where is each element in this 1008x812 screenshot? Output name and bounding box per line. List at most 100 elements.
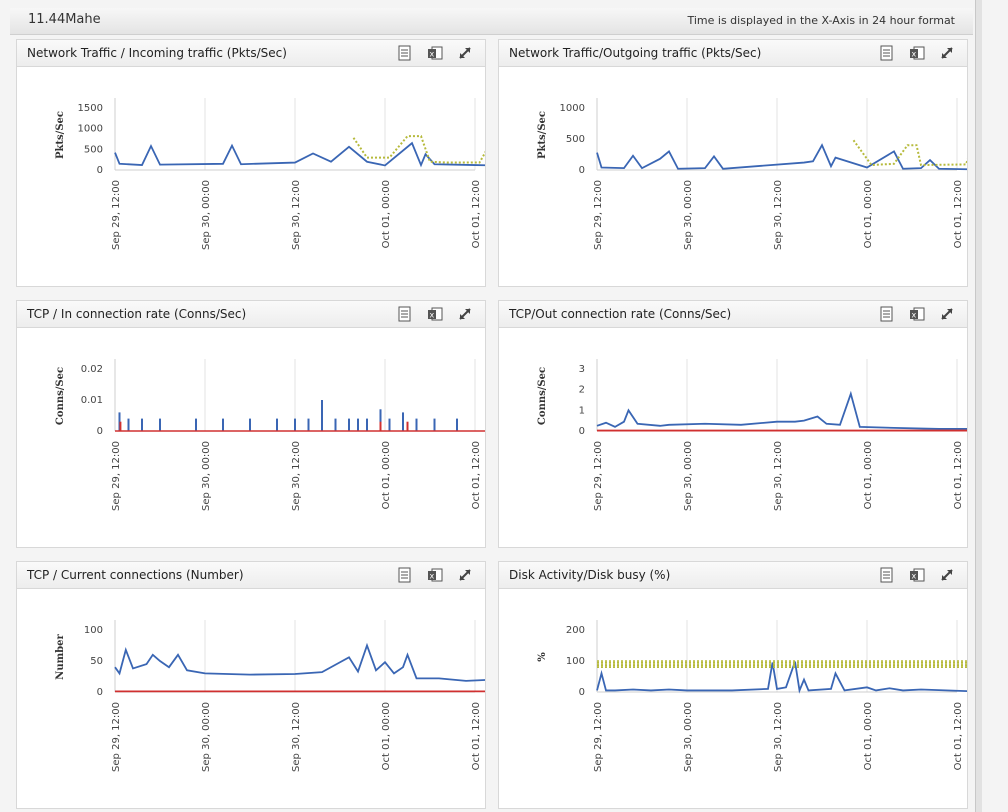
bar bbox=[159, 418, 161, 431]
expand-icon[interactable] bbox=[457, 306, 473, 322]
bar bbox=[294, 418, 296, 431]
y-axis-label: % bbox=[537, 652, 548, 662]
document-icon[interactable] bbox=[397, 45, 413, 61]
bar bbox=[456, 418, 458, 431]
expand-icon[interactable] bbox=[939, 45, 955, 61]
x-tick-label: Oct 01, 12:00 bbox=[953, 180, 964, 248]
svg-text:x: x bbox=[912, 50, 917, 59]
dashboard-header: 11.44Mahe Time is displayed in the X-Axi… bbox=[10, 8, 973, 35]
y-tick-label: 500 bbox=[84, 144, 103, 155]
time-format-note: Time is displayed in the X-Axis in 24 ho… bbox=[687, 14, 955, 27]
bar bbox=[379, 421, 382, 431]
y-tick-label: 1 bbox=[579, 405, 585, 416]
bar bbox=[406, 421, 409, 431]
panel-header: Disk Activity/Disk busy (%) x bbox=[499, 562, 967, 589]
chart-disk-busy: 200 100 0% Sep 29, 12:00 Sep 30, 00:00 Sep 30… bbox=[537, 620, 967, 772]
bar bbox=[415, 418, 418, 431]
excel-icon[interactable]: x bbox=[427, 306, 443, 322]
x-tick-label: Sep 30, 00:00 bbox=[201, 702, 212, 772]
panel-title: Network Traffic/Outgoing traffic (Pkts/S… bbox=[509, 46, 762, 60]
excel-icon[interactable]: x bbox=[909, 567, 925, 583]
document-icon[interactable] bbox=[397, 567, 413, 583]
x-tick-label: Sep 30, 00:00 bbox=[201, 441, 212, 511]
bar bbox=[433, 418, 436, 431]
panel-tcp-out-rate: TCP/Out connection rate (Conns/Sec) x 3 2 1 0… bbox=[498, 300, 968, 548]
svg-text:x: x bbox=[912, 311, 917, 320]
excel-icon[interactable]: x bbox=[427, 567, 443, 583]
y-tick-label: 0 bbox=[579, 687, 585, 698]
bar bbox=[321, 400, 323, 431]
x-tick-label: Sep 30, 00:00 bbox=[201, 180, 212, 250]
document-icon[interactable] bbox=[879, 306, 895, 322]
document-icon[interactable] bbox=[879, 567, 895, 583]
chart-outgoing-traffic: 1000 500 0 Pkts/Sec Sep 29, 12:00 Sep 30, 00:… bbox=[537, 98, 967, 250]
y-axis-label: Conns/Sec bbox=[537, 367, 548, 425]
svg-text:x: x bbox=[430, 50, 435, 59]
threshold-band bbox=[597, 660, 967, 668]
x-tick-label: Sep 30, 12:00 bbox=[773, 702, 784, 772]
y-tick-label: 500 bbox=[566, 134, 585, 145]
panel-title: TCP/Out connection rate (Conns/Sec) bbox=[509, 307, 732, 321]
bar bbox=[379, 409, 382, 431]
x-tick-label: Sep 30, 00:00 bbox=[683, 180, 694, 250]
series-line bbox=[596, 661, 967, 694]
x-tick-label: Oct 01, 00:00 bbox=[381, 441, 392, 509]
expand-icon[interactable] bbox=[457, 45, 473, 61]
threshold-line bbox=[352, 135, 485, 164]
series-line bbox=[596, 390, 967, 430]
y-tick-label: 100 bbox=[566, 656, 585, 667]
x-tick-label: Oct 01, 12:00 bbox=[953, 441, 964, 509]
y-tick-label: 1500 bbox=[78, 103, 103, 114]
panel-disk-busy: Disk Activity/Disk busy (%) x 200 100 0% Sep … bbox=[498, 561, 968, 809]
x-tick-label: Sep 29, 12:00 bbox=[593, 180, 604, 250]
panel-header: Network Traffic / Incoming traffic (Pkts… bbox=[17, 40, 485, 67]
bar bbox=[119, 421, 122, 431]
series-line bbox=[114, 642, 485, 682]
excel-icon[interactable]: x bbox=[427, 45, 443, 61]
bar bbox=[388, 418, 391, 431]
panel-title: TCP / Current connections (Number) bbox=[27, 568, 244, 582]
y-tick-label: 0 bbox=[579, 165, 585, 176]
y-tick-label: 2 bbox=[579, 385, 585, 396]
scrollbar-track[interactable] bbox=[975, 0, 982, 812]
panel-incoming-traffic: Network Traffic / Incoming traffic (Pkts… bbox=[16, 39, 486, 287]
bar bbox=[195, 418, 197, 431]
excel-icon[interactable]: x bbox=[909, 306, 925, 322]
excel-icon[interactable]: x bbox=[909, 45, 925, 61]
panel-tcp-current-connections: TCP / Current connections (Number) x 100 50… bbox=[16, 561, 486, 809]
document-icon[interactable] bbox=[879, 45, 895, 61]
panel-outgoing-traffic: Network Traffic/Outgoing traffic (Pkts/S… bbox=[498, 39, 968, 287]
bar bbox=[127, 418, 130, 431]
document-icon[interactable] bbox=[397, 306, 413, 322]
y-tick-label: 0 bbox=[579, 426, 585, 437]
y-tick-label: 0.01 bbox=[81, 395, 103, 406]
x-tick-label: Sep 29, 12:00 bbox=[593, 441, 604, 511]
bar bbox=[334, 418, 337, 431]
y-tick-label: 0 bbox=[97, 687, 103, 698]
bar bbox=[402, 412, 404, 431]
x-tick-label: Oct 01, 12:00 bbox=[471, 441, 482, 509]
x-tick-label: Oct 01, 00:00 bbox=[381, 702, 392, 770]
chart-incoming-traffic: 1500 1000 500 0 Pkts/Sec Sep 29, 12:00 Sep 30,… bbox=[55, 98, 485, 250]
bar bbox=[357, 418, 359, 431]
expand-icon[interactable] bbox=[939, 306, 955, 322]
y-tick-label: 1000 bbox=[560, 103, 585, 114]
x-tick-label: Sep 29, 12:00 bbox=[111, 441, 122, 511]
svg-text:x: x bbox=[430, 572, 435, 581]
x-tick-label: Sep 30, 12:00 bbox=[773, 441, 784, 511]
expand-icon[interactable] bbox=[457, 567, 473, 583]
x-tick-label: Oct 01, 00:00 bbox=[863, 180, 874, 248]
x-tick-label: Oct 01, 12:00 bbox=[471, 180, 482, 248]
x-tick-label: Oct 01, 00:00 bbox=[863, 441, 874, 509]
chart-tcp-in-rate: 0.02 0.01 0 Conns/Sec Sep 29, 12:00 Sep 30, 0… bbox=[55, 359, 485, 511]
bar bbox=[348, 418, 350, 431]
svg-text:x: x bbox=[912, 572, 917, 581]
x-tick-label: Sep 30, 12:00 bbox=[291, 180, 302, 250]
expand-icon[interactable] bbox=[939, 567, 955, 583]
y-tick-label: 3 bbox=[579, 364, 585, 375]
panel-title: Network Traffic / Incoming traffic (Pkts… bbox=[27, 46, 287, 60]
threshold-line bbox=[852, 139, 967, 167]
x-tick-label: Oct 01, 12:00 bbox=[953, 702, 964, 770]
y-tick-label: 0 bbox=[97, 426, 103, 437]
bar bbox=[222, 418, 224, 431]
